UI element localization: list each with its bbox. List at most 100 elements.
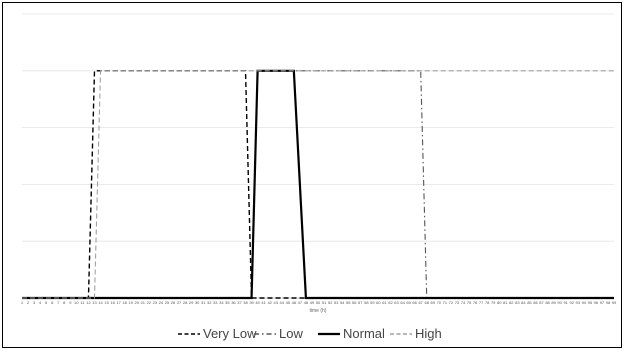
x-tick-label: 28 (183, 300, 188, 305)
x-tick-label: 54 (340, 300, 345, 305)
x-tick-label: 13 (92, 300, 97, 305)
x-tick-label: 36 (231, 300, 236, 305)
x-tick-label: 70 (437, 300, 442, 305)
x-tick-label: 86 (533, 300, 538, 305)
x-tick-label: 77 (479, 300, 484, 305)
x-tick-label: 65 (406, 300, 411, 305)
x-tick-label: 15 (104, 300, 109, 305)
x-tick-label: 18 (122, 300, 127, 305)
x-tick-label: 38 (243, 300, 248, 305)
x-tick-label: 26 (171, 300, 176, 305)
x-tick-label: 41 (261, 300, 266, 305)
x-tick-label: 12 (86, 300, 91, 305)
legend-label: Very Low (203, 326, 257, 341)
legend-label: High (415, 326, 442, 341)
x-tick-label: 53 (334, 300, 339, 305)
x-tick-label: 58 (364, 300, 369, 305)
x-tick-label: 67 (418, 300, 423, 305)
x-tick-label: 14 (98, 300, 103, 305)
x-tick-label: 66 (412, 300, 417, 305)
x-tick-label: 31 (201, 300, 206, 305)
x-tick-label: 90 (557, 300, 562, 305)
x-tick-label: 6 (51, 300, 54, 305)
legend-label: Low (279, 326, 303, 341)
x-tick-label: 81 (503, 300, 508, 305)
x-tick-label: 9 (69, 300, 72, 305)
x-tick-label: 43 (273, 300, 278, 305)
x-tick-label: 29 (189, 300, 194, 305)
x-tick-label: 82 (509, 300, 514, 305)
x-tick-label: 97 (600, 300, 605, 305)
x-tick-label: 40 (255, 300, 260, 305)
x-tick-label: 49 (310, 300, 315, 305)
x-tick-label: 10 (74, 300, 79, 305)
x-tick-label: 78 (485, 300, 490, 305)
x-tick-label: 11 (80, 300, 85, 305)
x-tick-label: 33 (213, 300, 218, 305)
x-tick-label: 22 (147, 300, 152, 305)
x-tick-label: 44 (280, 300, 285, 305)
x-tick-label: 17 (116, 300, 121, 305)
x-tick-label: 21 (141, 300, 146, 305)
x-axis-label: time (h) (310, 308, 327, 314)
x-tick-label: 75 (467, 300, 472, 305)
x-tick-label: 23 (153, 300, 158, 305)
x-tick-label: 4 (39, 300, 42, 305)
x-tick-label: 7 (57, 300, 60, 305)
x-tick-label: 79 (491, 300, 496, 305)
x-tick-label: 50 (316, 300, 321, 305)
x-tick-label: 8 (63, 300, 66, 305)
x-tick-label: 98 (606, 300, 611, 305)
x-tick-label: 73 (455, 300, 460, 305)
x-tick-label: 68 (425, 300, 430, 305)
x-tick-label: 93 (576, 300, 581, 305)
x-tick-label: 5 (45, 300, 48, 305)
x-tick-label: 74 (461, 300, 466, 305)
x-tick-label: 45 (286, 300, 291, 305)
x-tick-label: 30 (195, 300, 200, 305)
x-tick-label: 89 (551, 300, 556, 305)
series-lines (22, 69, 614, 300)
x-tick-label: 60 (376, 300, 381, 305)
x-tick-label: 96 (594, 300, 599, 305)
chart-frame (2, 2, 622, 348)
x-tick-label: 51 (322, 300, 327, 305)
x-tick-label: 64 (400, 300, 405, 305)
legend: Very Low Low Normal High (178, 326, 442, 341)
x-tick-label: 99 (612, 300, 617, 305)
legend-label: Normal (343, 326, 385, 341)
x-tick-label: 52 (328, 300, 333, 305)
x-tick-label: 71 (443, 300, 448, 305)
x-tick-label: 55 (346, 300, 351, 305)
x-tick-label: 35 (225, 300, 230, 305)
x-tick-label: 83 (515, 300, 520, 305)
x-tick-label: 84 (521, 300, 526, 305)
x-tick-label: 92 (569, 300, 574, 305)
x-tick-label: 48 (304, 300, 309, 305)
x-tick-label: 27 (177, 300, 182, 305)
x-tick-label: 61 (382, 300, 387, 305)
x-tick-label: 2 (27, 300, 30, 305)
x-tick-label: 95 (588, 300, 593, 305)
gridlines (22, 13, 614, 299)
x-tick-label: 25 (165, 300, 170, 305)
x-tick-label: 3 (33, 300, 36, 305)
x-tick-labels: 1 2 3 4 5 6 7 8 9 10 11 12 13 14 15 16 17 18 19 20 21 22 23 24 2… (21, 300, 617, 305)
x-tick-label: 76 (473, 300, 478, 305)
x-tick-label: 42 (267, 300, 272, 305)
series-line-high (22, 70, 614, 299)
x-tick-label: 37 (237, 300, 242, 305)
x-tick-label: 80 (497, 300, 502, 305)
x-tick-label: 62 (388, 300, 393, 305)
x-tick-label: 69 (431, 300, 436, 305)
x-tick-label: 16 (110, 300, 115, 305)
x-tick-label: 19 (129, 300, 134, 305)
x-tick-label: 91 (563, 300, 568, 305)
x-tick-label: 46 (292, 300, 297, 305)
x-tick-label: 39 (249, 300, 254, 305)
x-tick-label: 56 (352, 300, 357, 305)
x-tick-label: 59 (370, 300, 375, 305)
x-tick-label: 63 (394, 300, 399, 305)
x-tick-label: 88 (545, 300, 550, 305)
